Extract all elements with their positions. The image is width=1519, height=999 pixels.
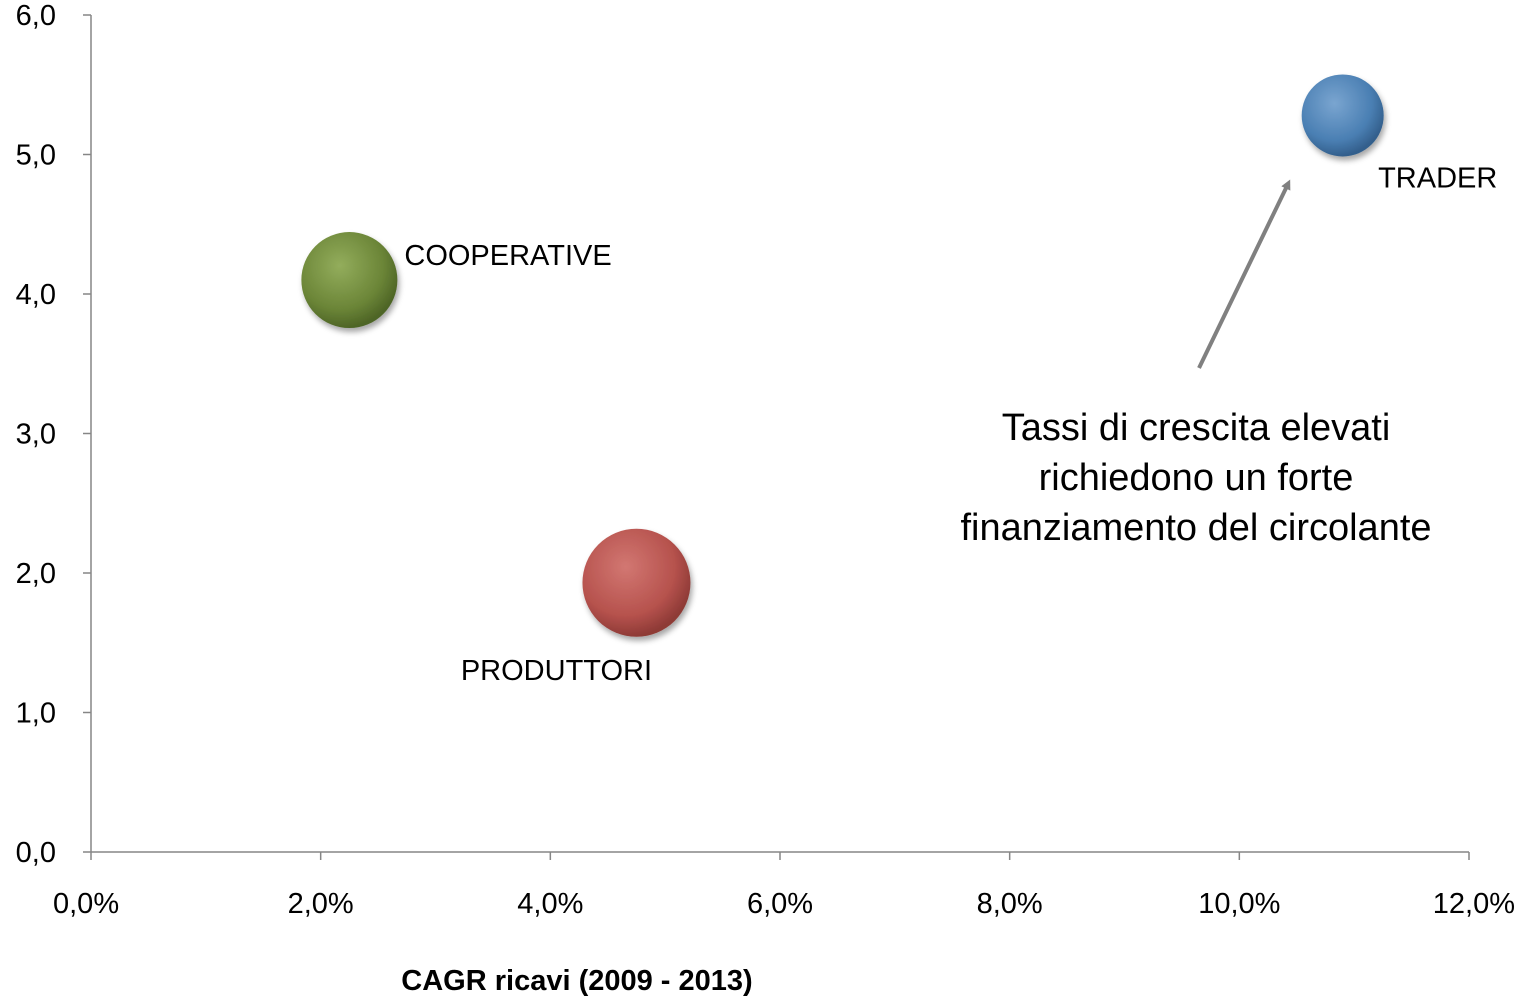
bubble-label: TRADER	[1378, 162, 1497, 194]
bubble	[301, 232, 398, 329]
annotation-line: richiedono un forte	[1039, 457, 1354, 499]
y-tick-label: 3,0	[16, 419, 56, 451]
x-axis-title: CAGR ricavi (2009 - 2013)	[401, 965, 752, 997]
x-tick-label: 0,0%	[53, 888, 119, 920]
x-tick-label: 8,0%	[977, 888, 1043, 920]
bubbles: COOPERATIVE PRODUTTORI TRADER	[301, 74, 1497, 687]
bubble	[1301, 74, 1384, 157]
y-tick-label: 1,0	[16, 698, 56, 730]
annotation: Tassi di crescita elevati richiedono un f…	[960, 179, 1432, 549]
bubble-label: COOPERATIVE	[404, 240, 611, 272]
y-tick-label: 4,0	[16, 279, 56, 311]
x-tick-label: 4,0%	[517, 888, 583, 920]
annotation-line: finanziamento del circolante	[960, 507, 1431, 549]
x-tick-label: 6,0%	[747, 888, 813, 920]
y-tick-label: 5,0	[16, 140, 56, 172]
y-tick-label: 6,0	[16, 0, 56, 32]
y-tick-label: 0,0	[16, 837, 56, 869]
annotation-arrow	[1197, 179, 1291, 369]
x-tick-label: 2,0%	[288, 888, 354, 920]
y-tick-label: 2,0	[16, 558, 56, 590]
x-tick-label: 12,0%	[1433, 888, 1515, 920]
bubble-label: PRODUTTORI	[461, 655, 652, 687]
axes: 0,0 1,0 2,0 3,0 4,0 5,0 6,0 0,0% 2,0% 4,0% 6,0% 8,0…	[16, 0, 1515, 920]
x-tick-label: 10,0%	[1198, 888, 1280, 920]
bubble	[582, 528, 691, 637]
annotation-line: Tassi di crescita elevati	[1002, 407, 1391, 449]
